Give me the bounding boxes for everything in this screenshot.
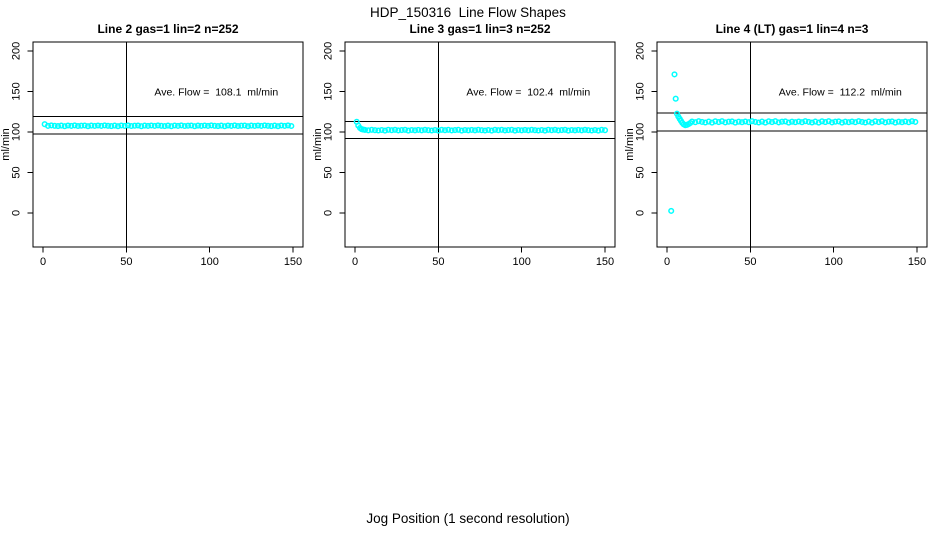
svg-text:100: 100 — [323, 123, 335, 141]
svg-text:150: 150 — [323, 82, 335, 100]
y-axis: 0 50 100 150 200 — [323, 42, 345, 216]
svg-text:50: 50 — [744, 256, 756, 268]
svg-text:200: 200 — [323, 42, 335, 60]
page-title: HDP_150316 Line Flow Shapes — [370, 5, 566, 20]
subplot-line3-canvas: Line 3 gas=1 lin=3 n=252 0 50 100 150 0 50 100 1… — [312, 22, 616, 268]
ave-flow-annotation: Ave. Flow = 102.4 ml/min — [466, 86, 590, 98]
svg-text:50: 50 — [635, 166, 647, 178]
svg-text:150: 150 — [11, 82, 23, 100]
x-axis: 0 50 100 150 — [352, 247, 614, 268]
flow-data-points — [668, 71, 919, 214]
svg-text:0: 0 — [11, 210, 23, 216]
y-axis-label: ml/min — [312, 128, 324, 160]
svg-text:100: 100 — [512, 256, 530, 268]
subplot-line4-canvas: Line 4 (LT) gas=1 lin=4 n=3 0 50 100 150 0 50 1… — [624, 22, 928, 268]
plot-frame — [32, 41, 304, 248]
svg-text:0: 0 — [352, 256, 358, 268]
flow-data-points — [41, 121, 295, 130]
svg-text:150: 150 — [284, 256, 302, 268]
y-axis-label: ml/min — [624, 128, 636, 160]
svg-text:0: 0 — [664, 256, 670, 268]
x-axis: 0 50 100 150 — [40, 247, 302, 268]
subplot-title: Line 4 (LT) gas=1 lin=4 n=3 — [716, 22, 869, 36]
y-axis: 0 50 100 150 200 — [635, 42, 657, 216]
svg-text:0: 0 — [635, 210, 647, 216]
y-axis: 0 50 100 150 200 — [11, 42, 33, 216]
flow-data-points — [353, 118, 609, 134]
svg-text:100: 100 — [200, 256, 218, 268]
svg-text:150: 150 — [596, 256, 614, 268]
svg-text:50: 50 — [120, 256, 132, 268]
svg-text:0: 0 — [40, 256, 46, 268]
svg-text:100: 100 — [635, 123, 647, 141]
svg-text:50: 50 — [432, 256, 444, 268]
svg-text:100: 100 — [824, 256, 842, 268]
svg-text:50: 50 — [323, 166, 335, 178]
svg-text:100: 100 — [11, 123, 23, 141]
svg-text:150: 150 — [635, 82, 647, 100]
y-axis-label: ml/min — [0, 128, 12, 160]
plot-frame — [656, 41, 928, 248]
plot-frame — [344, 41, 616, 248]
subplot-title: Line 3 gas=1 lin=3 n=252 — [409, 22, 550, 36]
x-axis: 0 50 100 150 — [664, 247, 926, 268]
ave-flow-annotation: Ave. Flow = 108.1 ml/min — [154, 86, 278, 98]
svg-text:50: 50 — [11, 166, 23, 178]
subplot-title: Line 2 gas=1 lin=2 n=252 — [97, 22, 238, 36]
ave-flow-annotation: Ave. Flow = 112.2 ml/min — [779, 86, 902, 98]
x-axis-label: Jog Position (1 second resolution) — [366, 511, 570, 526]
svg-text:200: 200 — [635, 42, 647, 60]
subplot-line2-canvas: Line 2 gas=1 lin=2 n=252 0 50 100 150 0 50 100 1… — [0, 22, 304, 268]
svg-text:200: 200 — [11, 42, 23, 60]
svg-text:150: 150 — [908, 256, 926, 268]
svg-text:0: 0 — [323, 210, 335, 216]
